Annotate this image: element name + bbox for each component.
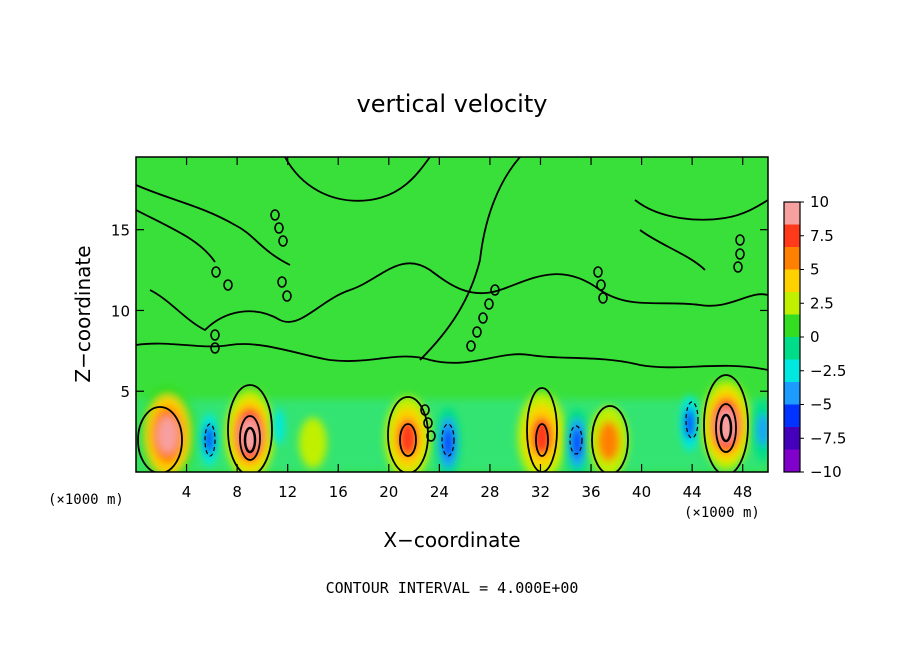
colorbar-segment: [784, 359, 800, 383]
colorbar-tick-label: 2.5: [810, 294, 834, 312]
x-tick-label: 32: [531, 483, 550, 501]
colorbar-segment: [784, 269, 800, 293]
colorbar-tick-label: 10: [810, 193, 829, 211]
y-tick-label: 15: [111, 222, 130, 240]
x-unit-left: (×1000 m): [48, 492, 124, 508]
x-tick-label: 8: [232, 483, 242, 501]
colorbar-segment: [784, 292, 800, 315]
plot-frame: [135, 156, 769, 473]
pos-contour-4: [715, 403, 737, 453]
y-axis-label: Z−coordinate: [71, 245, 95, 382]
updraft-cell: [384, 395, 431, 472]
colorbar-segment: [784, 449, 800, 473]
x-tick-label: 36: [581, 483, 600, 501]
x-tick-label: 4: [182, 483, 192, 501]
y-axis: 5 10 15: [111, 222, 768, 401]
small-loops: [210, 209, 745, 442]
cell-outline-4: [526, 387, 558, 472]
updraft-cell: [589, 405, 629, 472]
field-layer: [136, 380, 768, 472]
colorbar-segment: [784, 382, 800, 405]
neg-contour-4: [685, 401, 699, 439]
downdraft-cell: [272, 408, 285, 445]
colorbar-tick-label: 7.5: [810, 227, 834, 245]
downdraft-cell: [565, 408, 589, 472]
updraft-cell: [140, 385, 195, 472]
colorbar: 10 7.5 5 2.5 0 −2.5 −5 −7.5 −10: [783, 193, 846, 481]
colorbar-tick-label: −2.5: [810, 362, 846, 380]
x-tick-label: 44: [683, 483, 702, 501]
x-tick-label: 28: [480, 483, 499, 501]
contour-line-right-2: [639, 229, 706, 271]
x-unit-right: (×1000 m): [684, 505, 760, 521]
colorbar-segment: [784, 427, 800, 450]
x-axis-label: X−coordinate: [383, 528, 520, 552]
colorbar-segment: [784, 404, 800, 428]
contour-lines: [136, 157, 768, 472]
contour-interval-footer: CONTOUR INTERVAL = 4.000E+00: [326, 579, 579, 597]
colorbar-segment: [784, 337, 800, 360]
x-tick-label: 40: [632, 483, 651, 501]
cell-outline-2: [227, 384, 273, 472]
colorbar-tick-label: 5: [810, 261, 820, 279]
x-tick-label: 12: [278, 483, 297, 501]
chart-title: vertical velocity: [357, 90, 548, 118]
colorbar-segment: [784, 224, 800, 248]
downdraft-cell: [436, 406, 461, 472]
x-tick-label: 16: [329, 483, 348, 501]
colorbar-tick-label: −10: [810, 463, 842, 481]
pos-contour-5: [243, 426, 257, 454]
contour-line-right: [634, 199, 768, 221]
pos-contour-6: [719, 413, 733, 443]
pos-contour-3: [535, 423, 549, 457]
cell-outline-3: [387, 396, 429, 472]
colorbar-tick-label: −7.5: [810, 429, 846, 447]
colorbar-segment: [784, 202, 800, 225]
neg-contour-1: [204, 423, 216, 457]
cell-outline-5: [591, 405, 629, 472]
downdraft-cell: [752, 398, 768, 462]
contour-line-upper-left-2: [136, 209, 216, 263]
pos-contour-2: [399, 423, 417, 457]
neg-contour-3: [569, 425, 583, 455]
contour-line-top-right: [419, 157, 521, 361]
x-tick-label: 20: [379, 483, 398, 501]
x-tick-label: 24: [430, 483, 449, 501]
updraft-cell: [298, 417, 327, 469]
y-tick-label: 10: [111, 302, 130, 320]
downdraft-cell: [200, 413, 219, 467]
neg-contour-2: [441, 423, 455, 457]
colorbar-segment: [784, 314, 800, 338]
y-tick-label: 5: [120, 383, 130, 401]
contour-line-upper-left: [136, 184, 291, 266]
contour-line-ragged: [149, 262, 768, 332]
cell-outline-6: [703, 374, 749, 472]
contour-line-mid-band: [136, 342, 768, 371]
x-tick-label: 48: [733, 483, 752, 501]
cell-outline-1: [137, 406, 183, 472]
pos-contour-1: [239, 415, 261, 461]
colorbar-segment: [784, 247, 800, 270]
x-axis: 4 8 12 16 20 24 28 32 36 40 44 48: [182, 157, 752, 501]
contour-line-top: [284, 157, 431, 202]
colorbar-tick-label: −5: [810, 396, 832, 414]
updraft-cell: [517, 392, 566, 472]
colorbar-tick-label: 0: [810, 328, 820, 346]
